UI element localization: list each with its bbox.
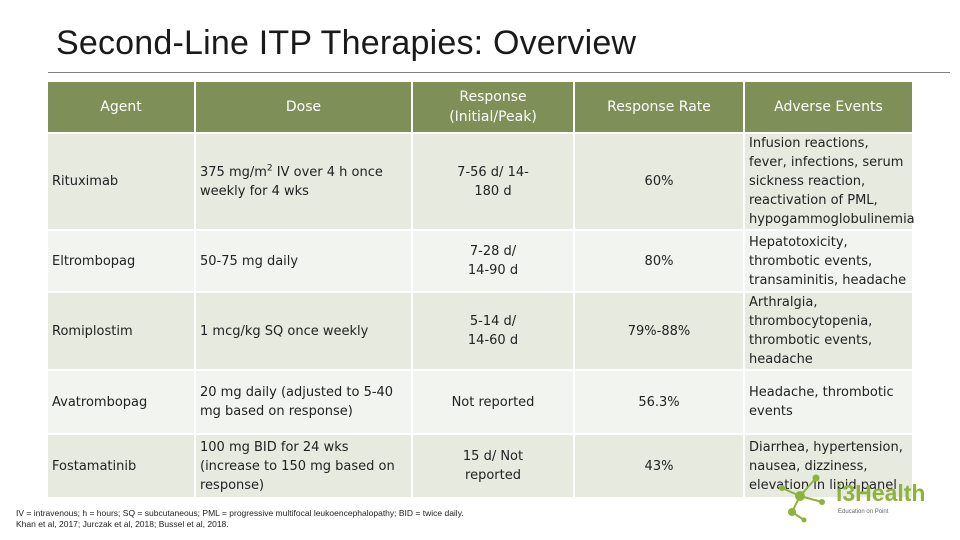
dose-text-post: IV over 4 h once weekly for 4 wks — [200, 164, 383, 199]
table-header-row: Agent Dose Response (Initial/Peak) Respo… — [48, 82, 912, 132]
footnote-references: Khan et al, 2017; Jurczak et al, 2018; B… — [16, 519, 229, 529]
footnote: IV = intravenous; h = hours; SQ = subcut… — [16, 508, 464, 530]
response-text: 5-14 d/ 14-60 d — [467, 314, 519, 348]
table-row: Avatrombopag 20 mg daily (adjusted to 5-… — [48, 369, 912, 433]
rate-cell: 43% — [575, 433, 745, 497]
dose-cell: 1 mcg/kg SQ once weekly — [196, 291, 413, 369]
adverse-cell: Hepatotoxicity, thrombotic events, trans… — [745, 229, 912, 291]
logo-brand: i3Health — [836, 480, 926, 506]
rate-cell: 56.3% — [575, 369, 745, 433]
logo-tagline: Education on Point — [838, 509, 889, 515]
agent-cell: Rituximab — [48, 132, 196, 229]
response-text: 7-28 d/ 14-90 d — [467, 244, 519, 278]
table-row: Romiplostim 1 mcg/kg SQ once weekly 5-14… — [48, 291, 912, 369]
agent-cell: Eltrombopag — [48, 229, 196, 291]
dose-cell: 100 mg BID for 24 wks (increase to 150 m… — [196, 433, 413, 497]
header-response-rate: Response Rate — [575, 82, 745, 132]
rate-cell: 79%-88% — [575, 291, 745, 369]
adverse-cell: Headache, thrombotic events — [745, 369, 912, 433]
dose-cell: 375 mg/m2 IV over 4 h once weekly for 4 … — [196, 132, 413, 229]
dose-cell: 20 mg daily (adjusted to 5-40 mg based o… — [196, 369, 413, 433]
response-cell: 7-56 d/ 14-180 d — [413, 132, 575, 229]
dose-cell: 50-75 mg daily — [196, 229, 413, 291]
response-cell: Not reported — [413, 369, 575, 433]
response-cell: 5-14 d/ 14-60 d — [413, 291, 575, 369]
header-response: Response (Initial/Peak) — [413, 82, 575, 132]
header-dose: Dose — [196, 82, 413, 132]
title-divider — [48, 72, 950, 73]
rate-cell: 60% — [575, 132, 745, 229]
response-cell: 15 d/ Not reported — [413, 433, 575, 497]
table-row: Rituximab 375 mg/m2 IV over 4 h once wee… — [48, 132, 915, 229]
dose-superscript: 2 — [266, 163, 273, 174]
therapies-table: Agent Dose Response (Initial/Peak) Respo… — [48, 82, 915, 497]
rate-cell: 80% — [575, 229, 745, 291]
footnote-abbreviations: IV = intravenous; h = hours; SQ = subcut… — [16, 508, 464, 518]
table-row: Eltrombopag 50-75 mg daily 7-28 d/ 14-90… — [48, 229, 912, 291]
i3health-logo-icon — [779, 474, 825, 523]
header-agent: Agent — [48, 82, 196, 132]
adverse-cell: Infusion reactions, fever, infections, s… — [745, 132, 915, 229]
agent-cell: Fostamatinib — [48, 433, 196, 497]
slide-title: Second-Line ITP Therapies: Overview — [56, 24, 637, 62]
response-text: 15 d/ Not reported — [462, 449, 524, 483]
agent-cell: Avatrombopag — [48, 369, 196, 433]
response-text: 7-56 d/ 14-180 d — [457, 164, 529, 199]
adverse-cell: Arthralgia, thrombocytopenia, thrombotic… — [745, 291, 912, 369]
header-response-label: Response (Initial/Peak) — [449, 89, 537, 125]
dose-text-pre: 375 mg/m — [200, 164, 267, 180]
agent-cell: Romiplostim — [48, 291, 196, 369]
response-cell: 7-28 d/ 14-90 d — [413, 229, 575, 291]
header-adverse-events: Adverse Events — [745, 82, 912, 132]
